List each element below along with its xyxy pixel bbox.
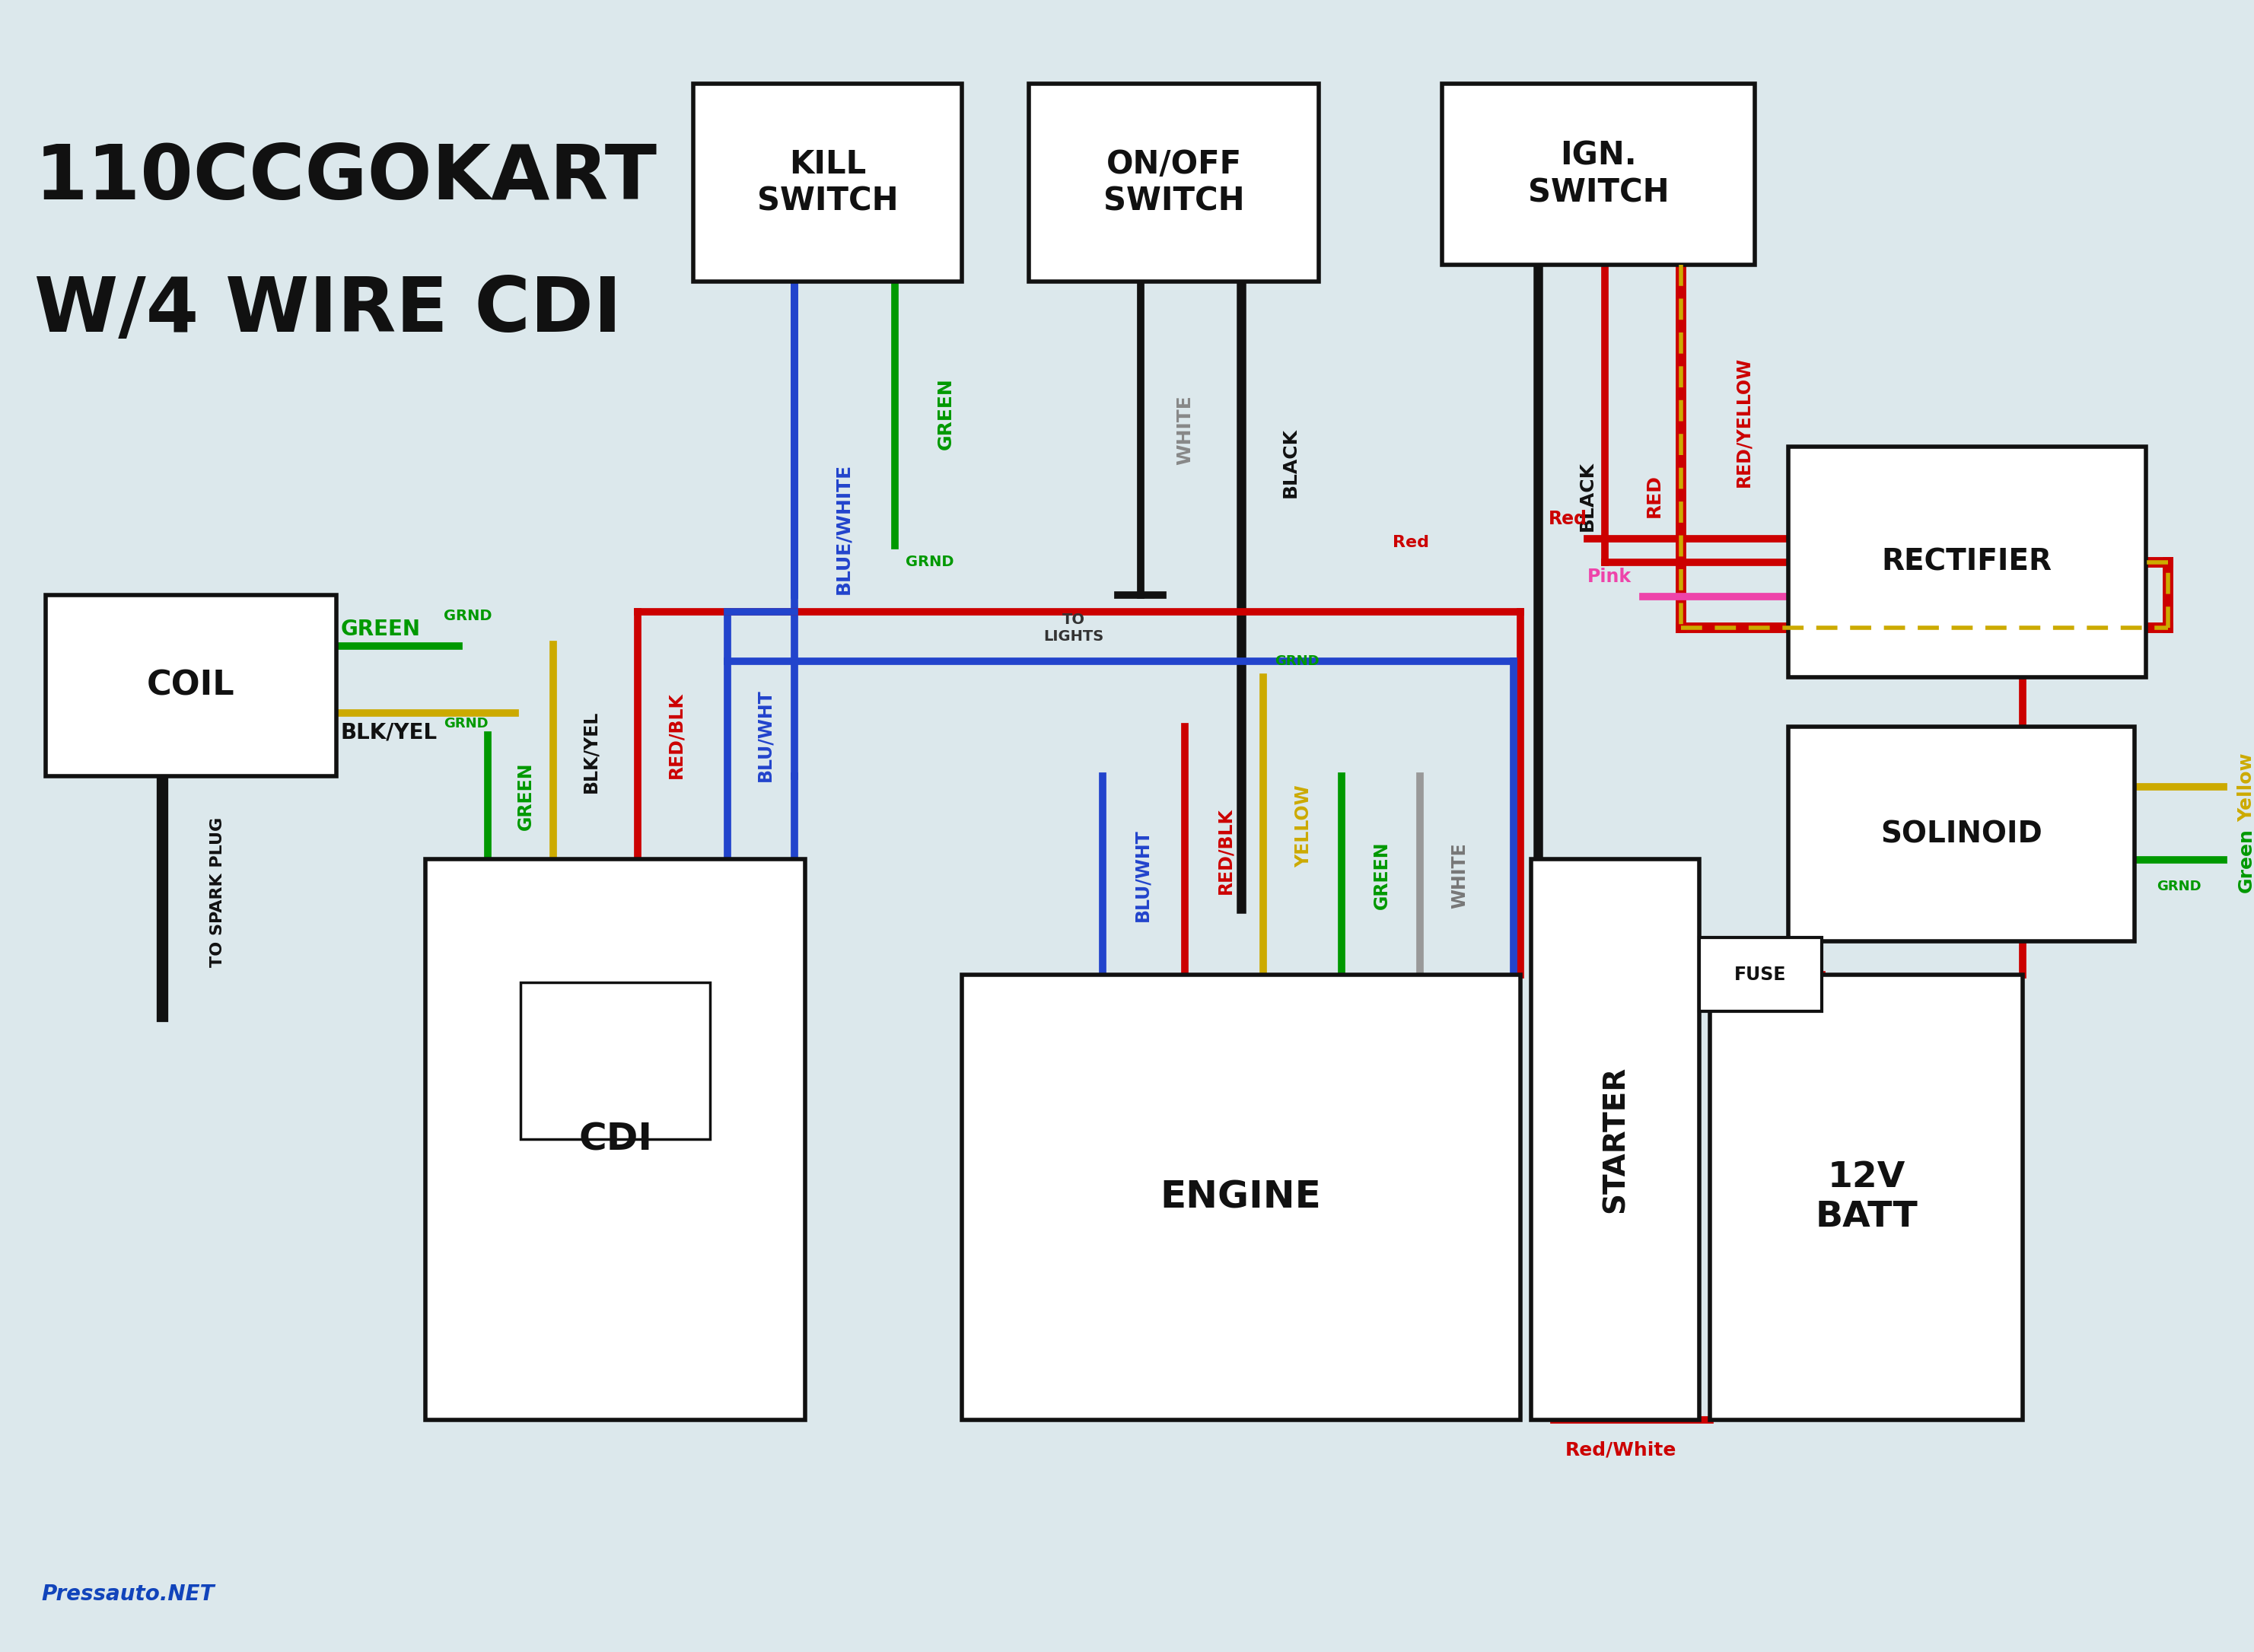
Bar: [1530, 859, 1700, 1421]
Bar: [1443, 84, 1756, 264]
Text: GREEN: GREEN: [938, 377, 956, 449]
Text: WHITE: WHITE: [1452, 843, 1470, 909]
Text: Pressauto.NET: Pressauto.NET: [41, 1583, 214, 1604]
Text: GRND: GRND: [2157, 879, 2202, 894]
Bar: [45, 595, 336, 776]
Text: GRND: GRND: [444, 717, 489, 730]
Text: Red/White: Red/White: [1564, 1441, 1677, 1459]
Text: IGN.
SWITCH: IGN. SWITCH: [1528, 140, 1668, 208]
Text: RED/BLK: RED/BLK: [667, 692, 685, 778]
Bar: [426, 859, 805, 1421]
Text: GRND: GRND: [444, 610, 491, 623]
Text: GREEN: GREEN: [1373, 841, 1391, 910]
Text: Red: Red: [1548, 510, 1587, 529]
Text: W/4 WIRE CDI: W/4 WIRE CDI: [34, 274, 622, 347]
Text: CDI: CDI: [579, 1122, 651, 1158]
Bar: [521, 983, 710, 1140]
Text: COIL: COIL: [147, 669, 234, 702]
Text: BLUE/WHITE: BLUE/WHITE: [834, 464, 852, 595]
Text: SOLINOID: SOLINOID: [1880, 819, 2042, 849]
Text: Yellow: Yellow: [2238, 753, 2254, 821]
Text: YELLOW: YELLOW: [1294, 785, 1312, 867]
Text: BLK/YEL: BLK/YEL: [582, 710, 600, 793]
Text: Red: Red: [1393, 535, 1429, 550]
Text: RECTIFIER: RECTIFIER: [1882, 547, 2051, 577]
Text: FUSE: FUSE: [1733, 965, 1787, 983]
Bar: [1028, 84, 1319, 281]
Bar: [1787, 446, 2146, 677]
Text: ON/OFF
SWITCH: ON/OFF SWITCH: [1102, 149, 1244, 216]
Text: RED/BLK: RED/BLK: [1217, 808, 1235, 894]
Text: Pink: Pink: [1587, 568, 1632, 586]
Text: WHITE: WHITE: [1177, 395, 1195, 464]
Text: STARTER: STARTER: [1600, 1066, 1630, 1213]
Text: BLU/WHT: BLU/WHT: [755, 689, 773, 781]
Text: BLACK: BLACK: [1578, 461, 1596, 530]
Bar: [694, 84, 962, 281]
Text: GRND: GRND: [1274, 654, 1319, 667]
Text: RED/YELLOW: RED/YELLOW: [1736, 357, 1754, 487]
Bar: [1711, 975, 2022, 1421]
Text: KILL
SWITCH: KILL SWITCH: [757, 149, 899, 216]
Text: BLU/WHT: BLU/WHT: [1134, 829, 1152, 922]
Text: TO
LIGHTS: TO LIGHTS: [1044, 613, 1104, 644]
Bar: [1700, 937, 1821, 1011]
Bar: [962, 975, 1519, 1421]
Text: GREEN: GREEN: [340, 620, 421, 639]
Text: BLK/YEL: BLK/YEL: [340, 722, 437, 743]
Text: TO SPARK PLUG: TO SPARK PLUG: [210, 818, 225, 966]
Text: GREEN: GREEN: [516, 762, 534, 831]
Text: 110CCGOKART: 110CCGOKART: [34, 142, 658, 215]
Text: BLACK: BLACK: [1280, 428, 1298, 497]
Text: Green: Green: [2238, 828, 2254, 892]
Text: ENGINE: ENGINE: [1161, 1180, 1321, 1216]
Text: GRND: GRND: [906, 555, 953, 570]
Text: RED: RED: [1645, 474, 1663, 517]
Text: 12V
BATT: 12V BATT: [1814, 1160, 1918, 1234]
Bar: [1787, 727, 2135, 942]
